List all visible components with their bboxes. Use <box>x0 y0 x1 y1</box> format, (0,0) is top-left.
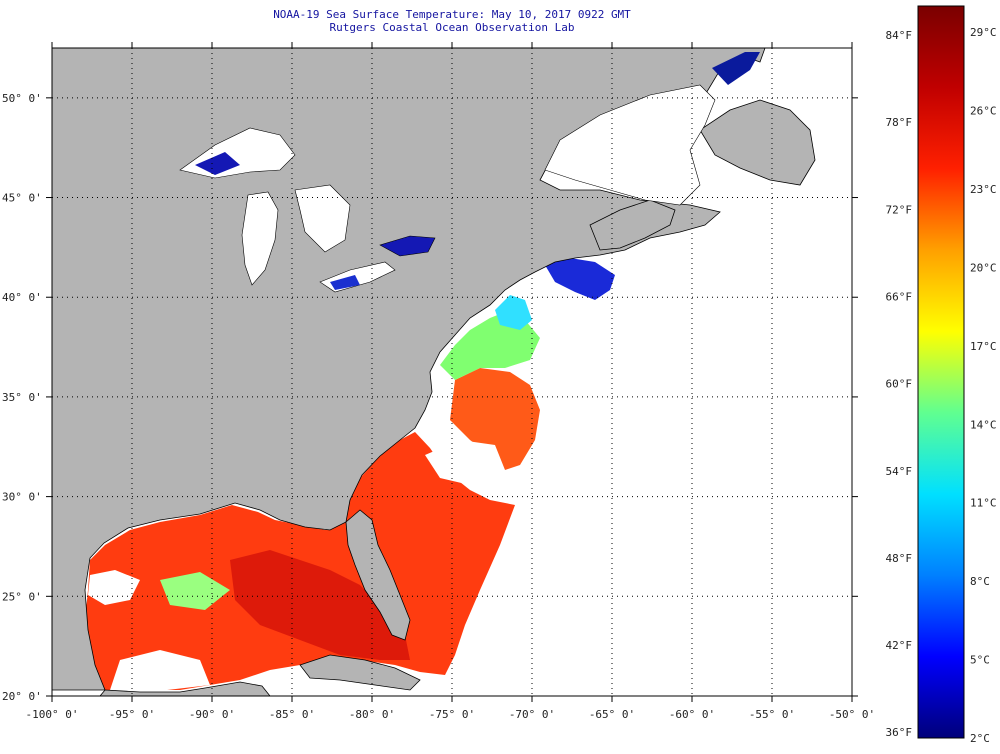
colorbar-c-label: 8°C <box>970 575 990 588</box>
labrador-cold <box>712 52 760 85</box>
map-subtitle: Rutgers Coastal Ocean Observation Lab <box>329 21 575 34</box>
sst-shelf-cyan <box>495 295 532 330</box>
colorbar-c-label: 2°C <box>970 732 990 745</box>
lat-tick-label: 50° 0' <box>2 92 42 105</box>
lake-erie-cold <box>330 275 360 290</box>
colorbar <box>917 5 965 739</box>
lon-tick-label: -100° 0' <box>26 708 79 721</box>
lake-ontario <box>379 235 436 257</box>
colorbar-f-label: 78°F <box>886 116 913 129</box>
colorbar-f-label: 60°F <box>886 378 913 391</box>
colorbar-c-label: 20°C <box>970 261 997 274</box>
cloud-gulf-south <box>110 650 210 692</box>
lon-tick-label: -85° 0' <box>269 708 315 721</box>
land-yucatan <box>99 681 271 696</box>
sst-warm-core <box>230 550 410 660</box>
lake-huron <box>294 184 351 253</box>
lon-tick-label: -70° 0' <box>509 708 555 721</box>
title-block: NOAA-19 Sea Surface Temperature: May 10,… <box>52 8 852 34</box>
graticule <box>52 48 852 696</box>
lon-tick-label: -75° 0' <box>429 708 475 721</box>
sst-shelf-water <box>440 312 540 380</box>
lat-tick-label: 25° 0' <box>2 590 42 603</box>
colorbar-c-label: 23°C <box>970 183 997 196</box>
colorbar-f-label: 48°F <box>886 552 913 565</box>
lon-tick-label: -50° 0' <box>829 708 875 721</box>
lon-tick-label: -65° 0' <box>589 708 635 721</box>
lon-tick-label: -95° 0' <box>109 708 155 721</box>
colorbar-f-label: 54°F <box>886 465 913 478</box>
colorbar-c-label: 11°C <box>970 497 997 510</box>
gulf-st-lawrence <box>544 84 716 206</box>
colorbar-c-label: 29°C <box>970 26 997 39</box>
cloud-gulf-mid <box>160 572 230 610</box>
colorbar-f-label: 42°F <box>886 639 913 652</box>
lat-tick-label: 45° 0' <box>2 192 42 205</box>
land-florida <box>345 509 411 641</box>
axis-ticks: -100° 0' -95° 0' -90° 0' -85° 0' -80° 0' -75°… <box>2 42 875 721</box>
colorbar-labels: 36°F 42°F 48°F 54°F 60°F 66°F 72°F 78°F 84°F 2°C 5… <box>886 26 997 745</box>
colorbar-f-label: 84°F <box>886 29 913 42</box>
cloud-atlantic <box>425 440 505 485</box>
lat-tick-label: 20° 0' <box>2 690 42 703</box>
lake-superior-cold <box>195 152 240 175</box>
lat-tick-label: 35° 0' <box>2 391 42 404</box>
sst-gulf-stream <box>450 368 540 470</box>
colorbar-f-label: 72°F <box>886 203 913 216</box>
map-content <box>52 48 852 696</box>
colorbar-c-label: 5°C <box>970 654 990 667</box>
lon-tick-label: -80° 0' <box>349 708 395 721</box>
land-newfoundland <box>699 99 816 186</box>
lon-tick-label: -55° 0' <box>749 708 795 721</box>
colorbar-c-label: 17°C <box>970 340 997 353</box>
lon-tick-label: -60° 0' <box>669 708 715 721</box>
colorbar-c-label: 14°C <box>970 418 997 431</box>
map-title: NOAA-19 Sea Surface Temperature: May 10,… <box>273 8 631 21</box>
land-nova-scotia <box>589 199 676 251</box>
colorbar-c-label: 26°C <box>970 105 997 118</box>
colorbar-f-label: 36°F <box>886 726 913 739</box>
land-cuba <box>299 654 421 691</box>
lon-tick-label: -90° 0' <box>189 708 235 721</box>
lat-tick-label: 40° 0' <box>2 291 42 304</box>
sst-gulf-of-maine <box>545 258 615 300</box>
colorbar-f-label: 66°F <box>886 290 913 303</box>
lat-tick-label: 30° 0' <box>2 491 42 504</box>
lake-michigan <box>241 191 279 286</box>
